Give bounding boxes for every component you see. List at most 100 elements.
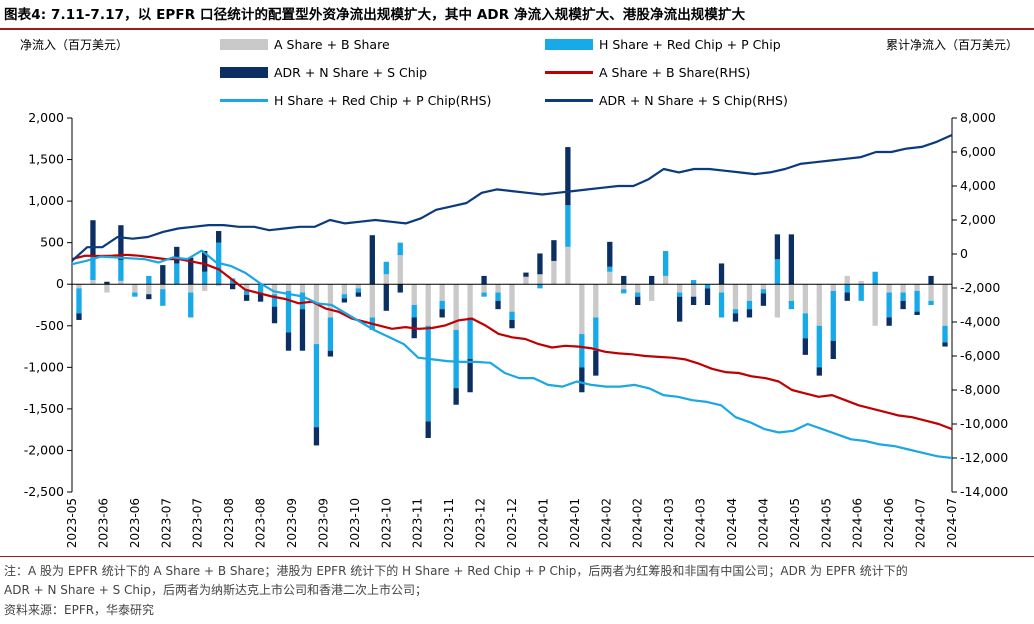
bar-ashare bbox=[467, 284, 473, 318]
bar-adr bbox=[732, 313, 739, 322]
bar-adr bbox=[453, 388, 459, 405]
bar-adr bbox=[285, 332, 292, 351]
x-tick-label: 2024-02 bbox=[631, 498, 645, 548]
bar-hshare bbox=[858, 284, 864, 301]
bar-hshare bbox=[579, 334, 585, 368]
legend-item-adr: ADR + N Share + S Chip bbox=[220, 65, 427, 80]
bar-adr bbox=[746, 309, 753, 318]
left-tick-label: -2,500 bbox=[24, 484, 64, 499]
bar-ashare bbox=[327, 284, 334, 318]
bar-ashare bbox=[355, 284, 362, 289]
bar-hshare bbox=[509, 311, 515, 320]
left-tick-label: 0 bbox=[56, 276, 64, 291]
left-tick-label: -1,000 bbox=[24, 359, 64, 374]
chart-notes: 注：A 股为 EPFR 统计下的 A Share + B Share；港股为 E… bbox=[4, 562, 1030, 600]
bar-ashare bbox=[202, 284, 208, 291]
bar-ashare bbox=[537, 274, 543, 285]
bar-ashare bbox=[858, 280, 864, 285]
bar-ashare bbox=[104, 284, 110, 293]
bar-adr bbox=[802, 338, 808, 355]
left-tick-label: -1,500 bbox=[24, 401, 64, 416]
bar-hshare bbox=[816, 325, 822, 368]
right-tick-label: 6,000 bbox=[960, 144, 996, 159]
bar-hshare bbox=[146, 275, 152, 285]
bar-adr bbox=[481, 275, 487, 285]
bar-ashare bbox=[383, 274, 389, 285]
bar-ashare bbox=[816, 284, 822, 326]
bar-hshare bbox=[718, 292, 725, 318]
bar-adr bbox=[523, 272, 529, 277]
x-tick-label: 2024-06 bbox=[851, 498, 865, 548]
bar-ashare bbox=[830, 284, 836, 291]
bar-ashare bbox=[439, 284, 445, 301]
x-tick-label: 2023-07 bbox=[159, 498, 173, 548]
left-axis-title: 净流入（百万美元） bbox=[20, 38, 129, 52]
bar-ashare bbox=[718, 284, 725, 293]
bar-adr bbox=[160, 265, 166, 285]
x-tick-label: 2023-10 bbox=[348, 498, 362, 548]
x-tick-label: 2023-07 bbox=[191, 498, 205, 548]
legend-item-hshare-rhs: H Share + Red Chip + P Chip(RHS) bbox=[220, 93, 491, 108]
right-tick-label: 4,000 bbox=[960, 178, 996, 193]
bar-hshare bbox=[453, 329, 459, 389]
right-tick-label: 8,000 bbox=[960, 110, 996, 125]
bar-hshare bbox=[467, 317, 473, 360]
bar-ashare bbox=[216, 284, 222, 286]
right-axis-title: 累计净流入（百万美元） bbox=[885, 38, 1018, 52]
x-tick-label: 2024-05 bbox=[788, 498, 802, 548]
bar-hshare bbox=[160, 289, 166, 306]
bar-adr bbox=[760, 293, 767, 306]
bar-adr bbox=[607, 241, 613, 267]
bar-adr bbox=[844, 292, 850, 301]
bar-hshare bbox=[188, 292, 194, 318]
title-divider bbox=[0, 28, 1034, 30]
bar-ashare bbox=[243, 284, 250, 291]
bar-ashare bbox=[188, 284, 194, 293]
bar-ashare bbox=[285, 284, 292, 291]
bar-adr bbox=[621, 275, 627, 285]
bar-adr bbox=[327, 350, 334, 357]
bar-ashare bbox=[872, 284, 878, 326]
bar-adr bbox=[216, 231, 222, 243]
legend-label-adr-rhs: ADR + N Share + S Chip(RHS) bbox=[599, 93, 788, 108]
bar-hshare bbox=[202, 271, 208, 285]
bar-ashare bbox=[662, 275, 669, 285]
x-tick-label: 2023-06 bbox=[96, 498, 110, 548]
bar-hshare bbox=[132, 292, 138, 297]
bar-hshare bbox=[900, 292, 906, 301]
bar-ashare bbox=[565, 246, 571, 285]
bar-adr bbox=[830, 340, 836, 360]
bar-ashare bbox=[635, 284, 641, 293]
bar-hshare bbox=[257, 285, 264, 294]
bar-adr bbox=[369, 235, 375, 285]
bar-hshare bbox=[425, 325, 431, 422]
bar-hshare bbox=[243, 290, 250, 296]
bar-hshare bbox=[844, 284, 850, 293]
bar-adr bbox=[816, 367, 822, 376]
bar-hshare bbox=[118, 260, 124, 281]
notes-line-2: ADR + N Share + S Chip，后两者为纳斯达克上市公司和香港二次… bbox=[4, 583, 427, 597]
x-tick-label: 2023-06 bbox=[128, 498, 142, 548]
left-tick-label: -2,000 bbox=[24, 442, 64, 457]
bar-hshare bbox=[495, 292, 501, 301]
bar-ashare bbox=[844, 275, 850, 285]
bar-ashare bbox=[579, 284, 585, 335]
x-tick-label: 2024-03 bbox=[662, 498, 676, 548]
bar-adr bbox=[229, 284, 236, 290]
bar-adr bbox=[928, 275, 934, 285]
bar-adr bbox=[942, 342, 948, 347]
x-tick-label: 2024-03 bbox=[694, 498, 708, 548]
left-tick-label: 500 bbox=[40, 235, 64, 250]
bar-hshare bbox=[327, 317, 334, 351]
bar-ashare bbox=[299, 284, 306, 293]
bar-ashare bbox=[942, 284, 948, 326]
legend-swatch-hshare bbox=[545, 39, 593, 50]
bar-adr bbox=[76, 313, 82, 320]
right-tick-label: 0 bbox=[960, 246, 968, 261]
legend-swatch-adr-rhs bbox=[545, 99, 593, 102]
bar-hshare bbox=[690, 280, 697, 285]
bar-ashare bbox=[425, 284, 431, 326]
bar-ashare bbox=[788, 284, 795, 301]
right-tick-label: -14,000 bbox=[960, 484, 1008, 499]
bar-hshare bbox=[704, 284, 711, 289]
